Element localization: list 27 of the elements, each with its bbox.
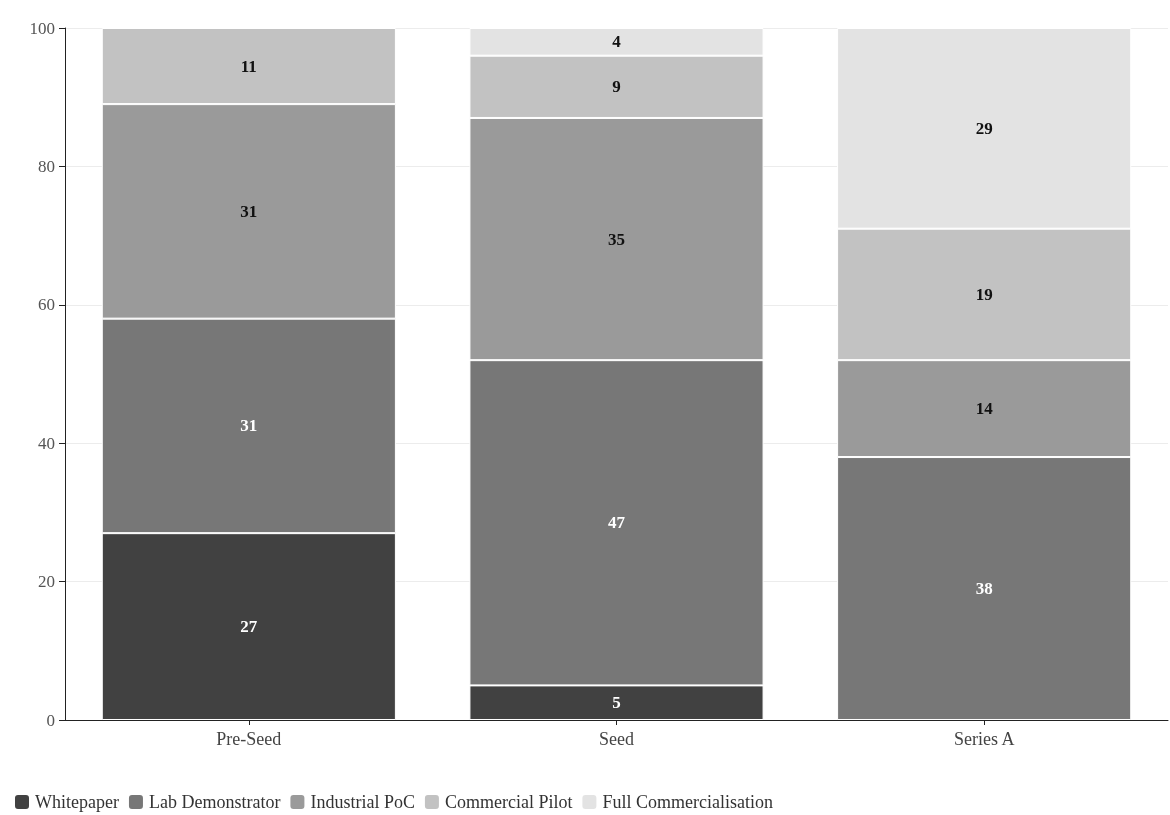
y-tick-label: 60 bbox=[38, 295, 55, 315]
data-label: 4 bbox=[612, 32, 622, 52]
legend-label: Whitepaper bbox=[35, 792, 119, 812]
y-tick-label: 100 bbox=[29, 18, 55, 38]
data-label: 47 bbox=[608, 513, 626, 533]
data-label: 31 bbox=[240, 416, 258, 436]
data-label: 35 bbox=[608, 229, 625, 249]
x-tick-label: Pre-Seed bbox=[216, 729, 282, 749]
y-tick-label: 40 bbox=[38, 433, 55, 453]
data-label: 11 bbox=[240, 56, 257, 76]
data-label: 19 bbox=[975, 284, 993, 304]
data-label: 38 bbox=[975, 579, 993, 599]
y-tick-label: 20 bbox=[38, 572, 55, 592]
legend-label: Commercial Pilot bbox=[444, 792, 573, 812]
legend-label: Full Commercialisation bbox=[602, 792, 773, 812]
data-label: 5 bbox=[612, 693, 621, 713]
x-tick-label: Seed bbox=[599, 729, 634, 749]
legend-label: Industrial PoC bbox=[310, 792, 415, 812]
data-label: 31 bbox=[240, 201, 258, 221]
y-tick-label: 0 bbox=[46, 710, 55, 730]
data-label: 14 bbox=[975, 399, 994, 419]
data-label: 27 bbox=[240, 617, 258, 637]
y-tick-label: 80 bbox=[38, 156, 55, 176]
x-tick-label: Series A bbox=[953, 729, 1015, 749]
data-label: 9 bbox=[612, 77, 621, 97]
legend-label: Lab Demonstrator bbox=[148, 792, 281, 812]
data-label: 29 bbox=[975, 118, 993, 138]
